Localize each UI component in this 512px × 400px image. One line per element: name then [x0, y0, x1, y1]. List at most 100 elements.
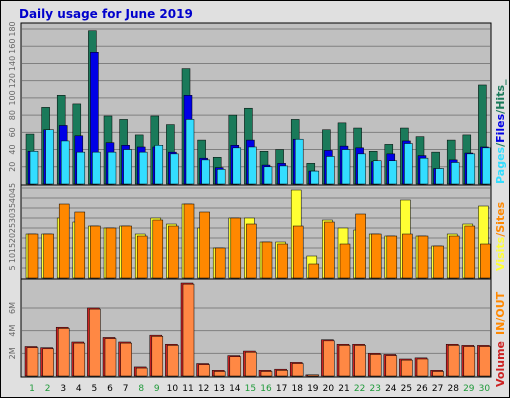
- bar-volume-out: [104, 338, 117, 377]
- bar-sites: [308, 263, 320, 279]
- day-label: 28: [447, 384, 459, 394]
- day-label: 30: [479, 384, 491, 394]
- day-label: 3: [60, 384, 66, 394]
- bar-sites: [136, 235, 148, 279]
- day-label: 11: [182, 384, 193, 394]
- bar-pages: [435, 168, 444, 185]
- bar-pages: [248, 146, 257, 185]
- bar-volume-out: [151, 336, 164, 377]
- bar-sites: [90, 225, 101, 279]
- bar-pages: [138, 151, 148, 185]
- bar-sites: [433, 245, 444, 279]
- bar-volume-out: [73, 342, 86, 377]
- day-label: 4: [76, 384, 82, 394]
- bar-volume-out: [245, 351, 257, 377]
- bar-volume-out: [291, 363, 304, 377]
- legend-sites: Sites: [494, 201, 507, 232]
- bar-volume-out: [182, 283, 195, 377]
- bar-pages: [294, 138, 304, 185]
- bar-sites: [402, 233, 413, 279]
- bar-volume-out: [447, 345, 460, 377]
- day-label: 20: [323, 384, 335, 394]
- day-label: 5: [92, 384, 98, 394]
- bar-pages: [29, 151, 39, 185]
- y-tick-label: 4M: [8, 325, 17, 337]
- y-tick-label: 6M: [8, 302, 17, 314]
- day-label: 22: [354, 384, 365, 394]
- bar-pages: [341, 149, 351, 185]
- bar-pages: [372, 160, 382, 185]
- bar-volume-out: [213, 371, 226, 377]
- y-tick-label: 40: [8, 144, 17, 154]
- y-tick-label: 100: [8, 90, 17, 105]
- bars: [24, 30, 491, 377]
- bar-pages: [326, 156, 335, 185]
- bar-sites: [183, 203, 195, 279]
- bar-volume-out: [385, 355, 398, 377]
- bar-sites: [214, 247, 226, 279]
- legend-hits: Hits: [494, 85, 507, 110]
- legend-top: Pages/Files/Hits_: [494, 79, 507, 184]
- day-label: 14: [229, 384, 241, 394]
- bar-sites: [324, 221, 335, 279]
- y-tick-label: 10: [8, 253, 17, 263]
- bar-volume-out: [57, 328, 70, 377]
- bar-sites: [339, 243, 351, 279]
- day-label: 26: [416, 384, 428, 394]
- day-label: 18: [291, 384, 303, 394]
- bar-sites: [168, 225, 179, 279]
- bar-pages: [154, 145, 164, 185]
- bar-volume-out: [354, 345, 366, 377]
- bar-volume-out: [416, 358, 429, 377]
- bar-volume-out: [229, 356, 242, 377]
- day-label: 12: [198, 384, 209, 394]
- legend-sep-3: /: [494, 232, 507, 237]
- bar-pages: [279, 165, 288, 185]
- y-tick-label: 80: [8, 110, 17, 120]
- y-tick-label: 160: [8, 39, 17, 54]
- bar-volume-out: [432, 371, 444, 377]
- bar-pages: [419, 157, 429, 185]
- bar-sites: [152, 219, 164, 279]
- legend-sep-2: /: [494, 109, 507, 114]
- bar-sites: [386, 235, 398, 279]
- bar-sites: [27, 233, 39, 279]
- bar-sites: [121, 225, 132, 279]
- day-label: 8: [138, 384, 144, 394]
- day-label: 27: [432, 384, 443, 394]
- day-label: 21: [338, 384, 349, 394]
- day-label: 25: [401, 384, 412, 394]
- bar-pages: [76, 151, 86, 185]
- bar-volume-out: [260, 371, 273, 377]
- y-tick-label: 60: [8, 127, 17, 137]
- bar-sites: [464, 225, 476, 279]
- bar-volume-out: [276, 370, 288, 377]
- bar-sites: [43, 233, 54, 279]
- bar-sites: [199, 211, 210, 279]
- day-label: 19: [307, 384, 319, 394]
- day-label: 9: [154, 384, 160, 394]
- bar-sites: [448, 235, 460, 279]
- day-label: 17: [276, 384, 287, 394]
- bar-volume-out: [198, 364, 210, 377]
- bar-pages: [310, 170, 320, 185]
- day-label: 24: [385, 384, 397, 394]
- bar-volume-out: [401, 359, 413, 377]
- y-tick-label: 40: [8, 193, 17, 203]
- bar-volume-out: [120, 342, 132, 377]
- bar-sites: [230, 217, 242, 279]
- y-tick-label: 120: [8, 73, 17, 88]
- bar-pages: [404, 143, 413, 185]
- bar-volume-out: [135, 367, 148, 377]
- bar-volume-out: [479, 346, 491, 377]
- bar-volume-out: [369, 354, 382, 377]
- bar-volume-out: [26, 347, 39, 377]
- bar-pages: [263, 166, 273, 185]
- y-tick-label: 180: [8, 21, 17, 36]
- bar-volume-out: [463, 346, 476, 377]
- bar-volume-out: [167, 345, 179, 377]
- bar-sites: [246, 223, 257, 279]
- y-tick-label: 35: [8, 203, 17, 213]
